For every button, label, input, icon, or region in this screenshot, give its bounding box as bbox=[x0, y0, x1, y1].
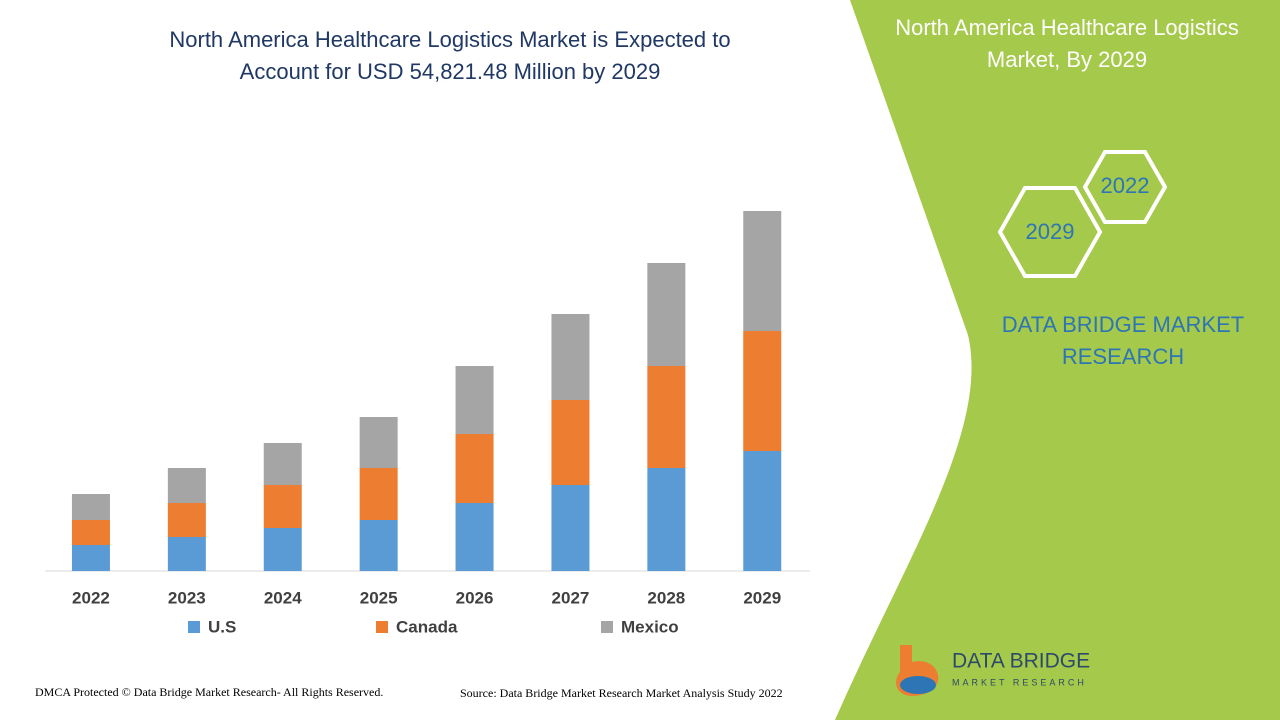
text-block: DATA BRIDGE MARKET RESEARCH bbox=[1002, 312, 1244, 369]
bar-segment bbox=[743, 451, 782, 571]
bar-segment bbox=[167, 537, 206, 571]
footer-right: Source: Data Bridge Market Research Mark… bbox=[460, 686, 783, 700]
bar-segment bbox=[551, 485, 590, 571]
x-tick-label: 2026 bbox=[456, 588, 494, 607]
x-tick-label: 2024 bbox=[264, 588, 302, 607]
text-block: North America Healthcare Logistics Marke… bbox=[169, 27, 730, 84]
bar-segment bbox=[551, 400, 590, 485]
legend-swatch bbox=[376, 621, 388, 633]
bar-segment bbox=[359, 417, 398, 468]
bar-segment bbox=[647, 263, 686, 366]
bar-segment bbox=[743, 331, 782, 451]
bar-segment bbox=[359, 468, 398, 520]
hexagon bbox=[997, 186, 1103, 278]
x-tick-label: 2029 bbox=[743, 588, 781, 607]
x-tick-label: 2022 bbox=[72, 588, 110, 607]
bar-segment bbox=[647, 366, 686, 468]
bar-segment bbox=[71, 494, 110, 520]
bar-segment bbox=[455, 503, 494, 571]
bar-segment bbox=[71, 520, 110, 545]
brand-text: DATA BRIDGE MARKET RESEARCH bbox=[1002, 312, 1244, 369]
bar-segment bbox=[743, 211, 782, 331]
bar-segment bbox=[263, 528, 302, 571]
legend-swatch bbox=[601, 621, 613, 633]
legend-label: U.S bbox=[208, 617, 236, 636]
bar-segment bbox=[455, 366, 494, 434]
chart-title: North America Healthcare Logistics Marke… bbox=[169, 27, 730, 84]
bar-segment bbox=[167, 468, 206, 503]
x-tick-label: 2023 bbox=[168, 588, 206, 607]
legend-label: Canada bbox=[396, 617, 458, 636]
bar-segment bbox=[263, 485, 302, 528]
x-tick-label: 2028 bbox=[647, 588, 685, 607]
text-block: North America Healthcare Logistics Market… bbox=[895, 15, 1239, 72]
hex-label: 2022 bbox=[1101, 173, 1150, 198]
green-panel bbox=[835, 0, 1280, 720]
footer-left: DMCA Protected © Data Bridge Market Rese… bbox=[35, 685, 383, 699]
x-tick-label: 2025 bbox=[360, 588, 398, 607]
bar-segment bbox=[167, 503, 206, 537]
bar-segment bbox=[647, 468, 686, 571]
legend-label: Mexico bbox=[621, 617, 679, 636]
bar-segment bbox=[455, 434, 494, 503]
bar-segment bbox=[71, 545, 110, 571]
bar-segment bbox=[263, 443, 302, 485]
logo-name: DATA BRIDGE bbox=[952, 650, 1090, 673]
legend-swatch bbox=[188, 621, 200, 633]
panel-title: North America Healthcare Logistics Market… bbox=[895, 15, 1239, 72]
x-tick-label: 2027 bbox=[552, 588, 590, 607]
hex-label: 2029 bbox=[1026, 219, 1075, 244]
logo-icon bbox=[900, 676, 936, 694]
bar-segment bbox=[551, 314, 590, 400]
hexagon bbox=[1082, 150, 1168, 224]
bar-segment bbox=[359, 520, 398, 571]
logo-tagline: MARKET RESEARCH bbox=[952, 677, 1087, 687]
